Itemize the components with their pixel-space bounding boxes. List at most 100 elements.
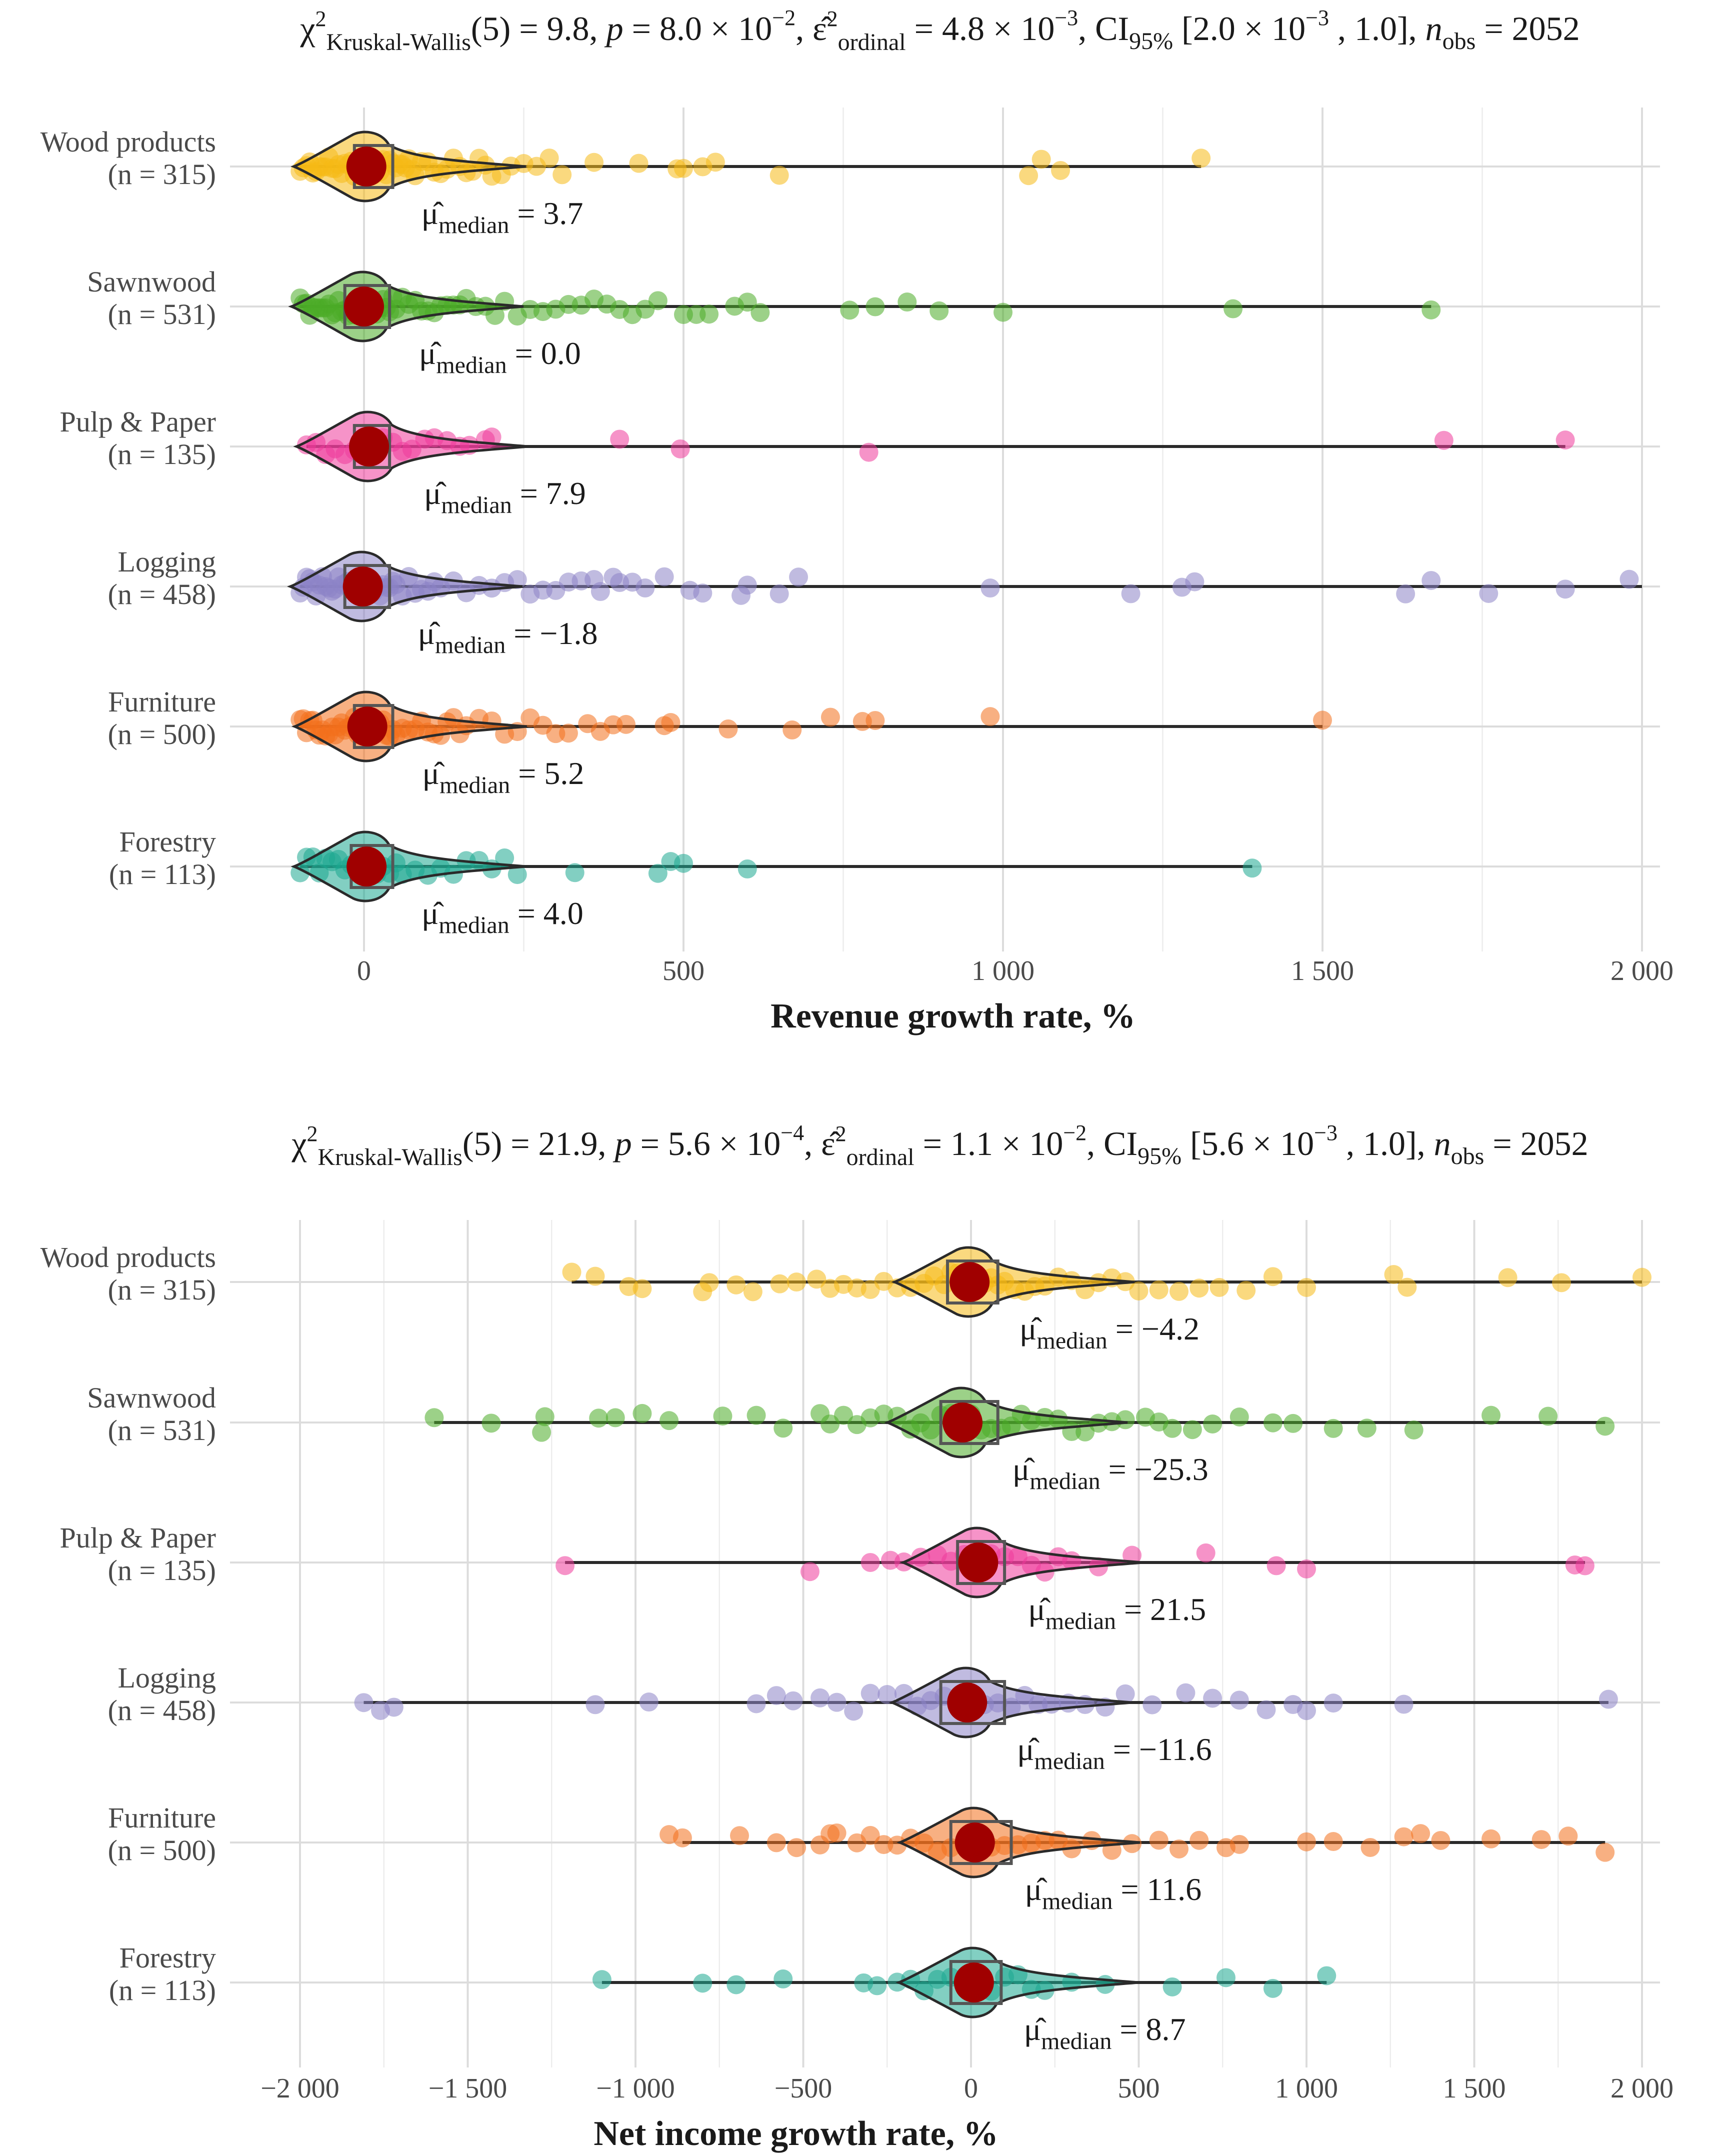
data-point xyxy=(1170,1282,1189,1301)
data-point xyxy=(840,300,860,320)
median-point xyxy=(942,1402,983,1442)
data-point xyxy=(1596,1842,1615,1862)
median-subscript: median xyxy=(1030,1468,1100,1494)
subtitle-sep: , xyxy=(796,10,812,48)
median-label: μ̂median = 3.7 xyxy=(422,196,584,238)
subtitle-n-sub: obs xyxy=(1451,1143,1484,1170)
x-tick-label: 1 000 xyxy=(1275,2073,1338,2104)
chart-panel-2: −2 000 −1 500 −1 000 −500 0 500 1 000 1 500 2 00… xyxy=(40,1120,1674,2153)
data-point xyxy=(508,570,527,590)
median-value: = 21.5 xyxy=(1116,1592,1206,1627)
data-point xyxy=(1556,580,1575,599)
data-point xyxy=(693,1974,712,1993)
category-label: Sawnwood xyxy=(87,1382,216,1414)
data-point xyxy=(1394,1827,1414,1846)
subtitle-p-value: = 8.0 × 10 xyxy=(624,10,772,48)
category-label: Wood products xyxy=(40,1241,216,1274)
data-point xyxy=(586,1695,605,1714)
x-tick-label: −1 500 xyxy=(428,2073,508,2104)
data-point xyxy=(639,1692,658,1712)
data-point xyxy=(1596,1416,1615,1436)
iqr-box xyxy=(939,1680,1006,1725)
data-point xyxy=(1404,1420,1424,1440)
group-wood-products: Wood products(n = 315) μ̂median = 3.7 xyxy=(40,126,1211,238)
subtitle-ci-sub: 95% xyxy=(1138,1143,1182,1170)
violin-shape xyxy=(896,1946,1140,2018)
category-n-label: (n = 135) xyxy=(108,438,216,470)
subtitle-ci-hi: , 1.0], xyxy=(1329,10,1426,48)
data-point xyxy=(1357,1418,1376,1438)
data-point xyxy=(1552,1273,1571,1292)
data-point xyxy=(629,154,648,173)
median-value: = −11.6 xyxy=(1105,1732,1212,1767)
median-label: μ̂median = 8.7 xyxy=(1024,2012,1186,2054)
median-value: = 4.0 xyxy=(510,896,584,931)
median-subscript: median xyxy=(1034,1748,1105,1774)
category-n-label: (n = 135) xyxy=(108,1554,216,1586)
subtitle-eps-exp: −3 xyxy=(1054,6,1078,30)
data-point xyxy=(532,1422,552,1442)
x-tick-label: −1 000 xyxy=(596,2073,675,2104)
data-point xyxy=(1324,1832,1343,1852)
median-subscript: median xyxy=(1041,2028,1112,2054)
data-point xyxy=(782,720,802,740)
data-point xyxy=(1182,1420,1202,1440)
data-point xyxy=(654,567,674,586)
data-point xyxy=(878,1685,897,1704)
data-point xyxy=(674,158,693,178)
subtitle-ci-hi: , 1.0], xyxy=(1338,1124,1434,1162)
violin-shape xyxy=(888,1666,1132,1738)
data-point xyxy=(820,708,840,727)
category-label: Furniture xyxy=(108,1802,216,1834)
data-point xyxy=(1297,1832,1316,1852)
data-point xyxy=(1422,570,1441,590)
data-point xyxy=(1242,858,1262,878)
median-point xyxy=(344,286,384,326)
median-point xyxy=(954,1822,995,1862)
x-tick-label: 0 xyxy=(357,956,371,986)
group-furniture: Furniture(n = 500) μ̂median = 5.2 xyxy=(108,686,1332,798)
data-point xyxy=(700,304,719,324)
data-point xyxy=(485,306,504,325)
data-point xyxy=(590,582,610,602)
data-point xyxy=(860,1552,880,1572)
data-point xyxy=(726,1975,746,1994)
data-point xyxy=(738,576,757,595)
median-label: μ̂median = 21.5 xyxy=(1028,1592,1206,1634)
data-point xyxy=(616,714,636,734)
data-point xyxy=(1398,1278,1417,1297)
data-point xyxy=(1116,1410,1135,1430)
x-tick-label: 0 xyxy=(964,2073,978,2104)
data-point xyxy=(384,1698,404,1717)
x-tick-label: 1 500 xyxy=(1443,2073,1506,2104)
data-point xyxy=(770,1274,790,1294)
data-point xyxy=(589,1408,608,1428)
data-point xyxy=(1121,584,1140,604)
data-point xyxy=(1051,160,1070,180)
data-point xyxy=(592,1970,612,1990)
group-wood-products: Wood products(n = 315) μ̂median = −4.2 xyxy=(40,1241,1652,1354)
chart-panel-1: 0 500 1 000 1 500 2 000 Revenue growth rate, … xyxy=(40,6,1674,1036)
x-tick-label: 1 000 xyxy=(972,956,1034,986)
subtitle-chi: χ xyxy=(300,10,315,48)
data-point xyxy=(535,1407,554,1426)
data-point xyxy=(1360,1838,1380,1857)
data-point xyxy=(1192,148,1211,168)
category-n-label: (n = 113) xyxy=(109,858,216,890)
data-point xyxy=(750,303,770,322)
group-pulp-paper: Pulp & Paper(n = 135) μ̂median = 21.5 xyxy=(60,1522,1594,1634)
data-point xyxy=(784,1691,803,1710)
data-point xyxy=(1216,1968,1236,1988)
subtitle-eps-exp: −2 xyxy=(1063,1120,1086,1145)
data-point xyxy=(1498,1268,1518,1288)
median-value: = −1.8 xyxy=(506,616,598,651)
subtitle-chi-sub: Kruskal-Wallis xyxy=(318,1144,462,1170)
category-label: Logging xyxy=(118,1662,216,1694)
subtitle-n-sub: obs xyxy=(1442,28,1476,54)
x-tick-label: 2 000 xyxy=(1610,956,1674,986)
data-point xyxy=(898,292,917,312)
subtitle-chi-sub: Kruskal-Wallis xyxy=(326,29,471,56)
data-point xyxy=(610,430,630,449)
median-subscript: median xyxy=(436,352,506,378)
data-point xyxy=(787,1838,806,1858)
